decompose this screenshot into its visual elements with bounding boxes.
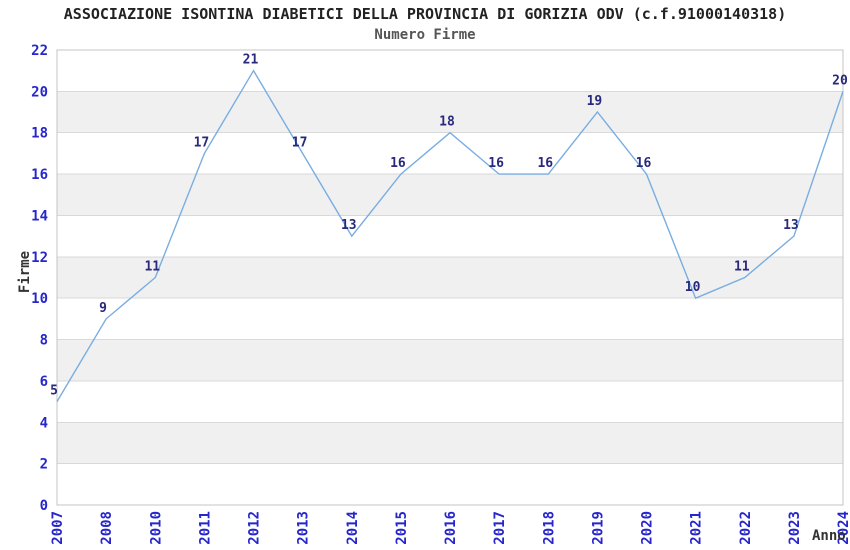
plot-band	[57, 422, 843, 464]
x-tick-label: 2019	[590, 511, 606, 545]
y-tick-label: 16	[31, 167, 48, 183]
chart-title: ASSOCIAZIONE ISONTINA DIABETICI DELLA PR…	[63, 5, 787, 23]
y-tick-label: 18	[31, 126, 48, 142]
y-tick-label: 12	[31, 250, 48, 266]
x-tick-label: 2007	[50, 511, 66, 545]
value-label: 16	[636, 156, 652, 171]
y-tick-label: 6	[40, 374, 48, 390]
y-tick-label: 2	[40, 457, 48, 473]
y-tick-label: 10	[31, 291, 48, 307]
value-label: 16	[537, 156, 553, 171]
plot-band	[57, 91, 843, 133]
x-tick-label: 2015	[394, 511, 410, 545]
x-tick-label: 2013	[296, 511, 312, 545]
x-tick-label: 2017	[492, 511, 508, 545]
x-tick-label: 2016	[443, 511, 459, 545]
value-label: 20	[832, 73, 848, 88]
value-label: 18	[439, 115, 455, 130]
x-axis-title: Anno	[812, 528, 846, 544]
value-label: 11	[734, 260, 750, 275]
value-label: 10	[685, 280, 701, 295]
value-label: 13	[783, 218, 799, 233]
y-tick-label: 22	[31, 43, 48, 59]
x-tick-label: 2023	[787, 511, 803, 545]
y-tick-label: 14	[31, 209, 48, 225]
x-tick-label: 2012	[247, 511, 263, 545]
value-label: 17	[292, 135, 308, 150]
x-tick-label: 2014	[345, 511, 361, 545]
x-tick-label: 2022	[738, 511, 754, 545]
x-tick-label: 2021	[689, 511, 705, 545]
value-label: 16	[390, 156, 406, 171]
y-tick-label: 8	[40, 333, 48, 349]
value-label: 16	[488, 156, 504, 171]
value-label: 13	[341, 218, 357, 233]
plot-band	[57, 174, 843, 216]
y-tick-label: 4	[40, 415, 48, 431]
value-label: 21	[243, 53, 259, 68]
x-tick-label: 2018	[541, 511, 557, 545]
y-tick-label: 20	[31, 84, 48, 100]
x-tick-label: 2020	[640, 511, 656, 545]
value-label: 5	[50, 384, 58, 399]
x-tick-label: 2008	[99, 511, 115, 545]
x-tick-label: 2024	[836, 511, 850, 545]
value-label: 9	[99, 301, 107, 316]
value-label: 17	[194, 135, 210, 150]
y-axis-title: Firme	[17, 251, 33, 293]
value-label: 11	[144, 260, 160, 275]
value-label: 19	[587, 94, 603, 109]
plot-border	[56, 49, 844, 506]
plot-band	[57, 339, 843, 381]
chart-subtitle: Numero Firme	[374, 27, 476, 43]
plot-band	[57, 256, 843, 299]
x-tick-label: 2011	[197, 511, 213, 545]
series-line	[56, 69, 844, 402]
y-tick-label: 0	[40, 498, 48, 514]
x-tick-label: 2010	[148, 511, 164, 545]
